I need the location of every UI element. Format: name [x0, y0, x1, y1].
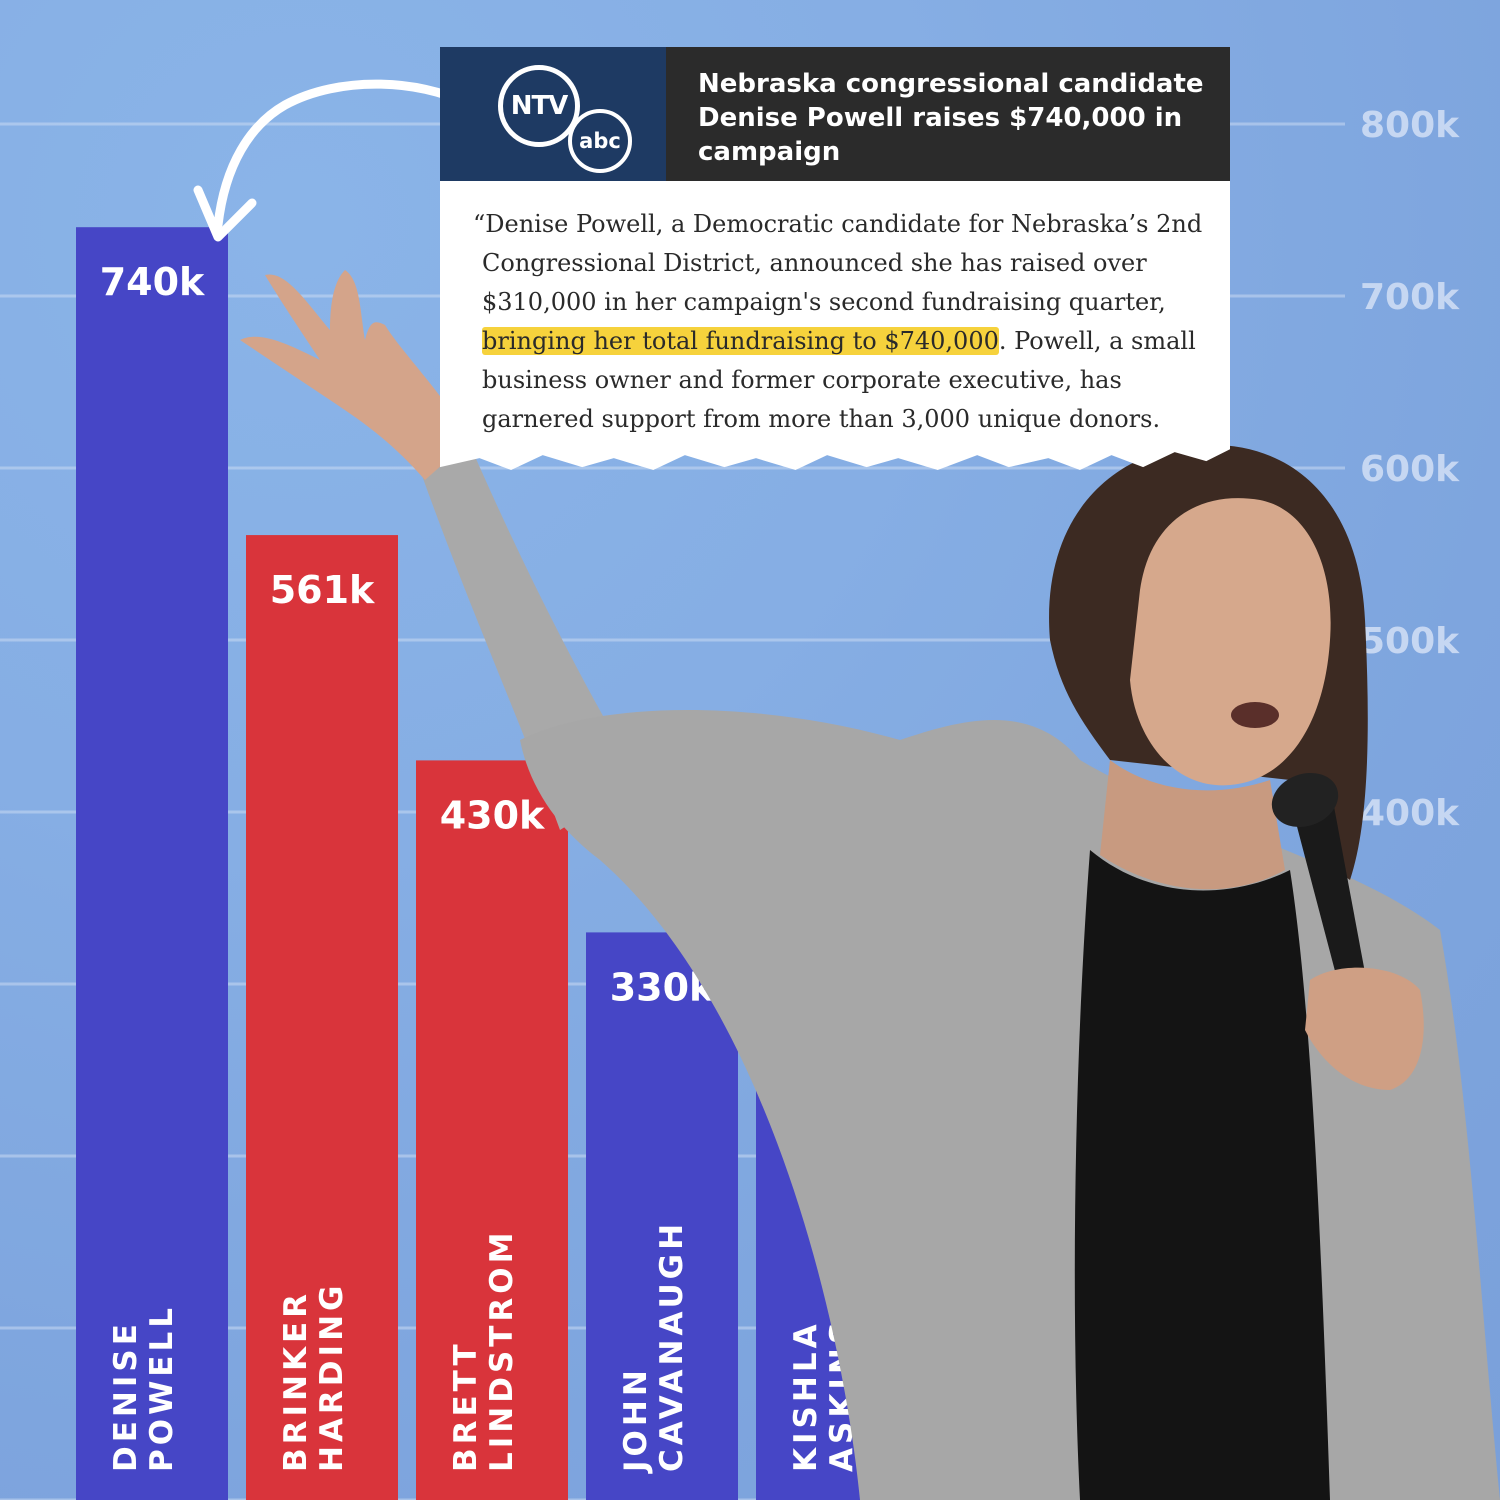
quote-highlight: bringing her total fundraising to $740,0…: [482, 327, 999, 355]
bar-value-label: 250k: [780, 1103, 885, 1147]
bar-category-label: HARDING: [314, 1282, 350, 1472]
ntv-abc-logo: NTV abc: [440, 47, 666, 181]
y-tick-label: 700k: [1360, 277, 1460, 318]
bar-category-label: LINDSTROM: [484, 1228, 520, 1472]
bar-category-label: BRINKER: [278, 1290, 314, 1472]
bar-category-label: POWELL: [144, 1304, 180, 1472]
bar-category-label: LEUSCHEN: [994, 1256, 1030, 1472]
ntv-logo-icon: NTV: [498, 65, 580, 147]
bar-value-label: 561k: [270, 568, 375, 612]
bar-category-label: KISHLA: [788, 1320, 824, 1472]
bar-value-label: 330k: [610, 965, 715, 1009]
abc-logo-icon: abc: [568, 109, 632, 173]
bar-value-label: 50k: [1133, 1447, 1212, 1491]
bar-category-label: BRETT: [448, 1340, 484, 1472]
bar: [246, 535, 398, 1500]
bar-category-label: CAVANAUGH: [654, 1220, 690, 1472]
y-tick-label: 400k: [1360, 793, 1460, 834]
bar: [76, 227, 228, 1500]
bar-category-label: ASKINS: [824, 1318, 860, 1472]
y-tick-label: 500k: [1360, 621, 1460, 662]
card-header: NTV abc Nebraska congressional candidate…: [440, 47, 1230, 181]
bar-category-label: JOHN: [618, 1366, 654, 1474]
quote-open-mark: “: [473, 210, 486, 238]
article-quote: “Denise Powell, a Democratic candidate f…: [440, 181, 1230, 471]
bar-category-label: DENISE: [108, 1320, 144, 1472]
bar-category-label: CRYSTAL: [1141, 1490, 1202, 1500]
y-axis-ticks: 400k 500k 600k 700k 800k: [1360, 105, 1460, 834]
bar-value-label: 430k: [440, 793, 545, 837]
y-tick-label: 600k: [1360, 449, 1460, 490]
curved-arrow-icon: [193, 79, 470, 242]
article-headline: Nebraska congressional candidate Denise …: [698, 69, 1204, 167]
bar-value-label: 219k: [950, 1156, 1055, 1200]
quote-text-part2: . Powell, a small business owner and for…: [482, 327, 1196, 433]
news-article-card: NTV abc Nebraska congressional candidate…: [440, 47, 1230, 479]
quote-text-part1: Denise Powell, a Democratic candidate fo…: [482, 210, 1203, 316]
y-tick-label: 800k: [1360, 105, 1460, 146]
bar-category-label: JAMES: [958, 1342, 994, 1474]
bar-value-label: 740k: [100, 260, 205, 304]
